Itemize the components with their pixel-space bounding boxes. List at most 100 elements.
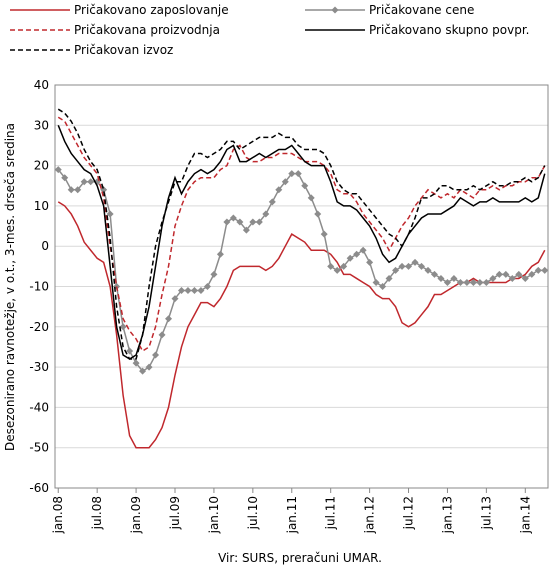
y-tick-label: 40 xyxy=(34,78,49,92)
x-tick-label: jul.11 xyxy=(324,496,338,530)
y-tick-label: -20 xyxy=(29,320,49,334)
marker xyxy=(359,246,367,254)
y-tick-label: -10 xyxy=(29,280,49,294)
source: Vir: SURS, preračuni UMAR. xyxy=(218,551,382,565)
marker xyxy=(288,170,296,178)
plot-frame xyxy=(54,84,549,489)
marker xyxy=(275,186,283,194)
marker xyxy=(450,274,458,282)
x-tick-label: jan.14 xyxy=(518,496,532,534)
marker xyxy=(100,186,108,194)
y-tick-label: -50 xyxy=(29,441,49,455)
marker xyxy=(165,315,173,323)
marker xyxy=(171,295,179,303)
x-tick-label: jul.08 xyxy=(90,496,104,530)
marker xyxy=(268,198,276,206)
marker xyxy=(139,367,147,375)
marker xyxy=(385,274,393,282)
legend-label: Pričakovano skupno povpr. xyxy=(369,23,529,37)
series-line xyxy=(57,116,546,353)
marker xyxy=(197,287,205,295)
marker xyxy=(67,186,75,194)
marker xyxy=(74,186,82,194)
marker xyxy=(80,178,88,186)
marker xyxy=(476,278,484,286)
marker xyxy=(372,278,380,286)
marker xyxy=(333,266,341,274)
marker xyxy=(320,230,328,238)
marker xyxy=(87,178,95,186)
series-line xyxy=(57,201,546,449)
y-axis-label: Desezonirano ravnotežje, v o.t., 3-mes. … xyxy=(3,123,17,451)
marker xyxy=(314,210,322,218)
y-tick-label: 20 xyxy=(34,159,49,173)
y-tick-label: -40 xyxy=(29,400,49,414)
marker xyxy=(61,174,69,182)
marker xyxy=(281,178,289,186)
marker xyxy=(158,331,166,339)
marker xyxy=(437,274,445,282)
marker xyxy=(177,287,185,295)
marker xyxy=(379,283,387,290)
series-line xyxy=(57,125,546,360)
marker xyxy=(229,214,237,222)
marker xyxy=(489,274,497,282)
x-tick-label: jan.13 xyxy=(440,496,454,534)
x-tick-label: jan.08 xyxy=(51,496,65,534)
marker xyxy=(398,262,406,270)
marker xyxy=(307,194,315,202)
marker xyxy=(327,262,335,270)
marker xyxy=(223,218,231,226)
marker xyxy=(411,258,419,266)
marker xyxy=(255,218,263,226)
marker xyxy=(541,266,549,274)
x-tick-label: jul.09 xyxy=(168,496,182,530)
y-tick-label: 30 xyxy=(34,118,49,132)
legend-label: Pričakovane cene xyxy=(369,3,474,17)
y-tick-label: 10 xyxy=(34,199,49,213)
x-tick-label: jul.10 xyxy=(246,496,260,530)
marker xyxy=(521,274,529,282)
marker xyxy=(353,250,361,258)
marker xyxy=(405,262,413,270)
y-tick-label: -60 xyxy=(29,481,49,495)
marker xyxy=(54,166,62,174)
marker xyxy=(152,351,160,359)
marker xyxy=(502,270,510,278)
legend-marker xyxy=(331,6,339,14)
marker xyxy=(528,270,536,278)
marker xyxy=(469,278,477,286)
marker xyxy=(424,266,432,274)
marker xyxy=(443,278,451,286)
marker xyxy=(184,287,192,295)
marker xyxy=(210,270,218,278)
series-line xyxy=(57,108,546,360)
marker xyxy=(145,363,153,371)
marker xyxy=(366,258,374,266)
marker xyxy=(216,250,224,258)
marker xyxy=(119,323,127,331)
x-tick-label: jul.12 xyxy=(402,496,416,530)
series-line xyxy=(57,169,545,373)
x-tick-label: jan.12 xyxy=(363,496,377,534)
marker xyxy=(190,287,198,295)
marker xyxy=(508,274,516,282)
marker xyxy=(242,226,250,234)
x-tick-label: jan.10 xyxy=(207,496,221,534)
marker xyxy=(236,218,244,226)
marker xyxy=(418,262,426,270)
marker xyxy=(126,347,134,355)
marker xyxy=(346,254,354,262)
marker xyxy=(294,170,302,178)
x-tick-label: jan.11 xyxy=(285,496,299,534)
legend-label: Pričakovana proizvodnja xyxy=(74,23,220,37)
marker xyxy=(106,210,114,218)
marker xyxy=(456,278,464,286)
marker xyxy=(392,266,400,274)
y-tick-label: 0 xyxy=(41,239,49,253)
marker xyxy=(463,278,471,286)
x-tick-label: jul.13 xyxy=(479,496,493,530)
marker xyxy=(430,270,438,278)
y-tick-label: -30 xyxy=(29,360,49,374)
